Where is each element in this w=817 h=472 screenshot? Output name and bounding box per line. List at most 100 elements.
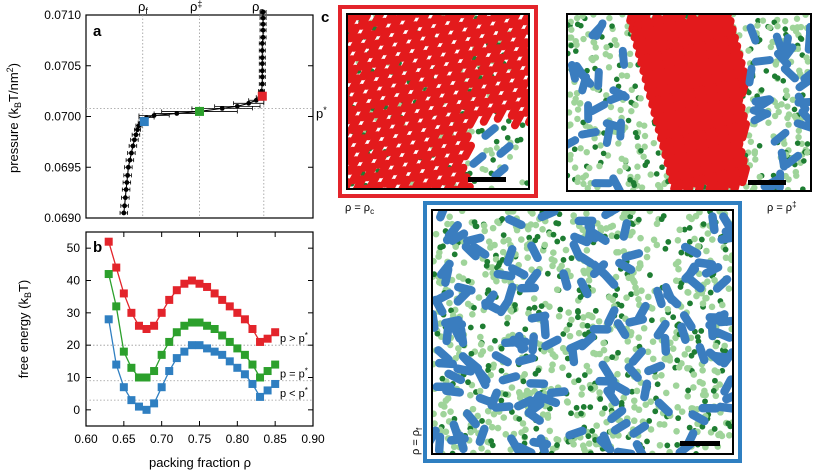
- rod-particle: [377, 159, 392, 179]
- rod-particle: [674, 143, 687, 166]
- rod-particle: [482, 25, 496, 44]
- sphere-particle: [797, 35, 804, 41]
- rod-particle: [391, 24, 406, 43]
- rod-particle: [707, 136, 720, 158]
- rod-particle: [422, 27, 437, 47]
- sphere-particle: [712, 342, 720, 350]
- rod-particle: [480, 66, 495, 85]
- rod-particle: [522, 57, 529, 76]
- rod-particle: [417, 100, 432, 119]
- free-energy-point: [210, 289, 219, 298]
- rod-particle: [351, 83, 366, 103]
- rod-particle: [663, 57, 676, 79]
- y-tick-label: 10: [67, 371, 81, 385]
- sphere-particle: [467, 391, 474, 399]
- sphere-particle: [521, 371, 529, 378]
- rod-particle: [436, 24, 451, 44]
- free-energy-point: [248, 360, 257, 369]
- rod-particle: [412, 40, 426, 59]
- rod-particle: [703, 30, 715, 52]
- rod-particle: [368, 90, 383, 109]
- sphere-particle: [643, 253, 651, 261]
- rod-particle: [496, 142, 514, 158]
- rod-particle: [403, 103, 418, 122]
- rod-particle: [376, 68, 391, 87]
- rod-particle: [650, 14, 663, 29]
- free-energy-point: [233, 308, 242, 317]
- rod-particle: [641, 62, 654, 84]
- rod-particle: [613, 319, 630, 340]
- rod-particle: [388, 147, 402, 166]
- sphere-particle: [678, 249, 685, 256]
- free-energy-point: [119, 289, 128, 298]
- sphere-particle: [784, 186, 792, 191]
- sphere-particle: [763, 68, 770, 74]
- pressure-point: [259, 48, 265, 53]
- sphere-particle: [771, 112, 779, 120]
- sphere-particle: [627, 176, 633, 183]
- rod-particle: [708, 212, 719, 235]
- free-energy-point: [240, 370, 249, 379]
- sphere-particle: [432, 230, 440, 238]
- free-energy-point: [165, 337, 174, 346]
- sphere-particle: [688, 352, 695, 359]
- rod-particle: [347, 156, 360, 175]
- sphere-particle: [469, 311, 476, 318]
- sphere-particle: [603, 92, 610, 99]
- rod-particle: [746, 23, 760, 45]
- rod-particle: [619, 219, 632, 241]
- sphere-particle: [557, 306, 564, 313]
- sphere-particle: [488, 438, 495, 444]
- rod-particle: [369, 181, 384, 189]
- sphere-particle: [590, 38, 597, 46]
- sphere-particle: [708, 303, 716, 311]
- sphere-particle: [526, 234, 533, 241]
- sphere-particle: [595, 318, 603, 325]
- rod-particle: [458, 352, 477, 371]
- free-energy-point: [187, 318, 196, 327]
- sphere-particle: [782, 17, 789, 25]
- rod-particle: [420, 109, 435, 129]
- rod-particle: [700, 21, 713, 44]
- rod-particle: [630, 20, 643, 42]
- sphere-particle: [555, 220, 562, 227]
- rod-particle: [444, 135, 458, 154]
- rod-particle: [414, 90, 428, 110]
- sphere-particle: [624, 338, 632, 345]
- rod-particle: [464, 18, 479, 38]
- rod-particle: [674, 14, 687, 32]
- sphere-particle: [567, 121, 574, 128]
- rod-particle: [729, 86, 742, 109]
- sphere-particle: [477, 351, 485, 358]
- rod-particle: [381, 128, 396, 147]
- sphere-particle: [585, 267, 593, 274]
- sphere-particle: [634, 143, 642, 150]
- sphere-particle: [599, 410, 606, 417]
- sphere-particle: [568, 410, 574, 417]
- rod-particle: [731, 94, 744, 117]
- rod-particle: [793, 119, 811, 132]
- sphere-particle: [592, 307, 599, 314]
- sphere-particle: [585, 367, 593, 375]
- y-tick-label: 0: [73, 403, 80, 417]
- rod-particle: [425, 169, 440, 189]
- rod-particle: [528, 332, 538, 355]
- rod-particle: [712, 275, 732, 293]
- sphere-particle: [643, 246, 651, 253]
- sphere-particle: [522, 326, 529, 333]
- rod-particle: [373, 58, 388, 78]
- sphere-particle: [654, 181, 662, 189]
- sphere-particle: [783, 92, 791, 99]
- rod-particle: [397, 175, 412, 189]
- rod-particle: [409, 122, 424, 141]
- rod-particle: [683, 88, 696, 110]
- free-energy-axis-title: free energy (kBT): [16, 280, 33, 379]
- rod-particle: [591, 179, 614, 188]
- sphere-particle: [756, 173, 763, 181]
- sphere-particle: [728, 325, 733, 333]
- rod-particle: [667, 162, 680, 185]
- sphere-particle: [605, 294, 613, 301]
- free-energy-point: [218, 331, 227, 340]
- sphere-particle: [625, 117, 632, 124]
- sphere-particle: [640, 324, 648, 332]
